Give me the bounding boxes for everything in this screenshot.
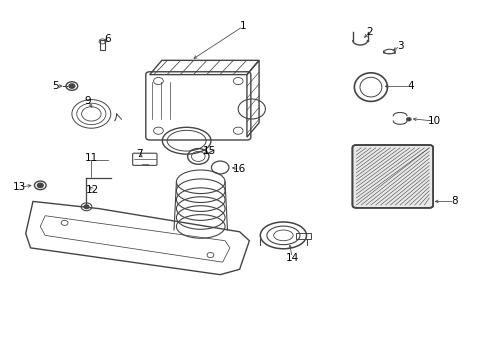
Bar <box>100 40 105 50</box>
Text: 10: 10 <box>427 116 440 126</box>
Text: 13: 13 <box>13 182 26 192</box>
Text: 7: 7 <box>135 149 142 159</box>
Text: 4: 4 <box>407 81 413 91</box>
Text: 8: 8 <box>450 197 457 206</box>
Text: 6: 6 <box>104 34 110 44</box>
Text: 1: 1 <box>239 21 246 31</box>
Circle shape <box>406 117 410 121</box>
Circle shape <box>69 84 75 88</box>
Text: 5: 5 <box>52 81 59 91</box>
Text: 16: 16 <box>233 163 246 174</box>
Text: 15: 15 <box>203 146 216 156</box>
FancyBboxPatch shape <box>132 153 157 165</box>
Text: 14: 14 <box>285 252 298 262</box>
Text: 11: 11 <box>84 153 98 163</box>
Circle shape <box>84 205 89 208</box>
FancyBboxPatch shape <box>352 145 432 208</box>
Text: 3: 3 <box>396 41 403 51</box>
Circle shape <box>37 183 43 188</box>
Text: 9: 9 <box>84 96 91 106</box>
Text: 2: 2 <box>366 27 372 37</box>
FancyBboxPatch shape <box>145 72 250 140</box>
Text: 12: 12 <box>86 185 99 195</box>
Bar <box>295 233 310 239</box>
